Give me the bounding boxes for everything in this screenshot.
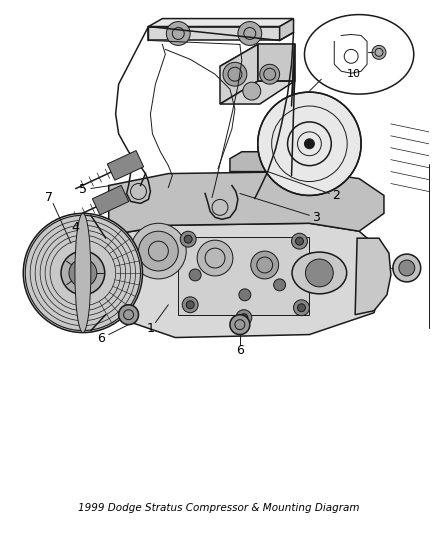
- Circle shape: [291, 233, 307, 249]
- Circle shape: [189, 269, 201, 281]
- Circle shape: [238, 289, 250, 301]
- Text: 1999 Dodge Stratus Compressor & Mounting Diagram: 1999 Dodge Stratus Compressor & Mounting…: [78, 504, 359, 513]
- Polygon shape: [83, 223, 383, 337]
- Ellipse shape: [75, 213, 91, 333]
- Circle shape: [297, 304, 305, 312]
- Circle shape: [304, 139, 314, 149]
- Circle shape: [259, 64, 279, 84]
- Circle shape: [250, 251, 278, 279]
- Circle shape: [118, 305, 138, 325]
- Circle shape: [230, 314, 249, 335]
- Polygon shape: [148, 19, 293, 27]
- Circle shape: [61, 251, 105, 295]
- Text: 10: 10: [346, 69, 360, 79]
- Circle shape: [392, 254, 420, 282]
- Circle shape: [69, 259, 96, 287]
- Circle shape: [235, 310, 251, 326]
- Polygon shape: [92, 185, 128, 215]
- Circle shape: [223, 62, 246, 86]
- Circle shape: [237, 21, 261, 45]
- Text: 1: 1: [146, 322, 154, 335]
- Text: 4: 4: [71, 221, 79, 234]
- Circle shape: [257, 92, 360, 196]
- Circle shape: [166, 21, 190, 45]
- Text: 3: 3: [312, 211, 320, 224]
- Text: 5: 5: [79, 183, 87, 196]
- Circle shape: [138, 231, 178, 271]
- Circle shape: [242, 82, 260, 100]
- Polygon shape: [230, 152, 340, 172]
- Text: 7: 7: [45, 191, 53, 204]
- Circle shape: [295, 237, 303, 245]
- Polygon shape: [107, 151, 143, 180]
- Polygon shape: [354, 238, 390, 314]
- Polygon shape: [109, 172, 383, 235]
- Polygon shape: [219, 44, 257, 104]
- Circle shape: [239, 314, 247, 321]
- Polygon shape: [291, 44, 294, 175]
- Circle shape: [305, 259, 332, 287]
- Circle shape: [180, 231, 196, 247]
- Circle shape: [182, 297, 198, 313]
- Circle shape: [371, 45, 385, 59]
- Polygon shape: [257, 44, 294, 81]
- Polygon shape: [219, 44, 294, 66]
- Polygon shape: [148, 27, 279, 41]
- Circle shape: [197, 240, 233, 276]
- Circle shape: [23, 213, 142, 333]
- Text: 2: 2: [332, 189, 339, 202]
- Ellipse shape: [304, 14, 413, 94]
- Text: 6: 6: [97, 332, 104, 345]
- Polygon shape: [178, 237, 309, 314]
- Text: 6: 6: [235, 344, 243, 357]
- Polygon shape: [279, 19, 293, 41]
- Circle shape: [273, 279, 285, 291]
- Circle shape: [184, 235, 192, 243]
- Polygon shape: [219, 81, 294, 104]
- Circle shape: [398, 260, 414, 276]
- Circle shape: [293, 300, 309, 316]
- Ellipse shape: [291, 252, 346, 294]
- Circle shape: [186, 301, 194, 309]
- Circle shape: [130, 223, 186, 279]
